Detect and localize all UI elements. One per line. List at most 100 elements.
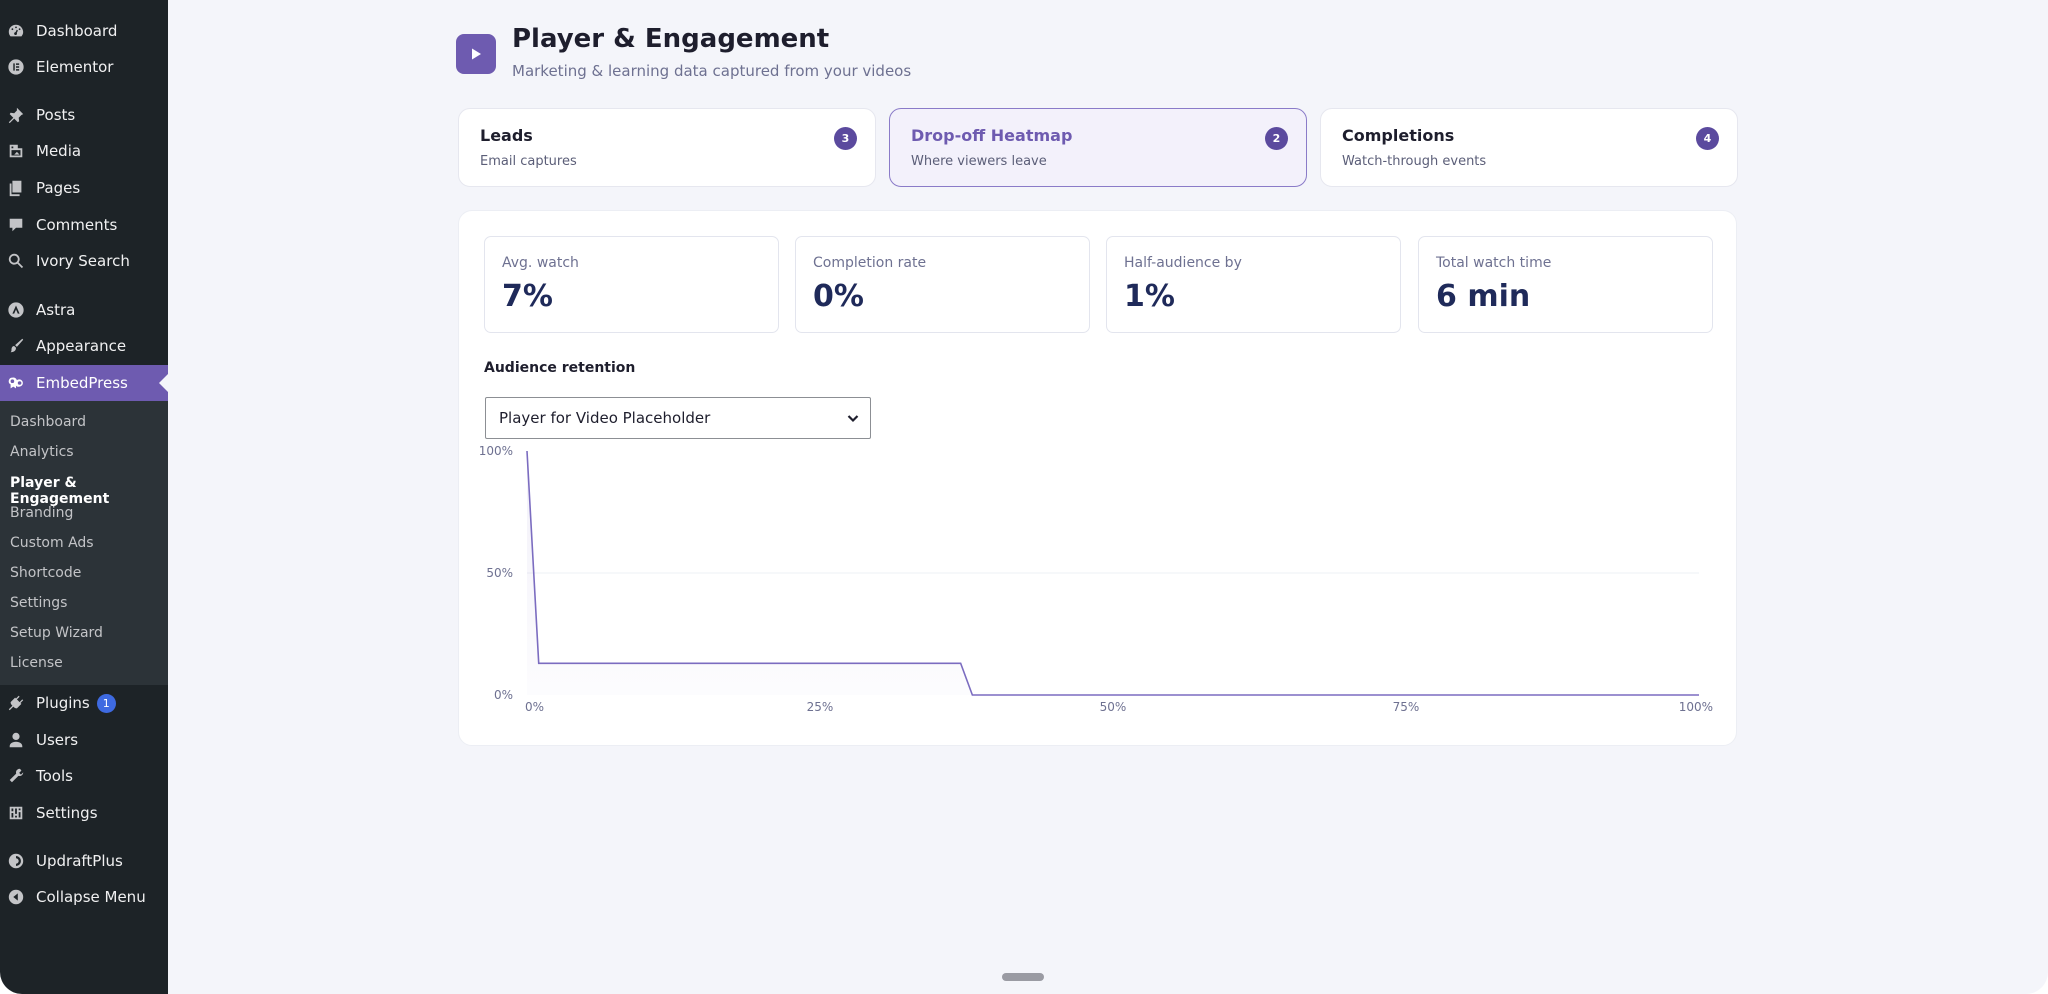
media-icon (6, 141, 26, 161)
x-tick-label: 50% (1100, 700, 1127, 714)
page-title: Player & Engagement (512, 24, 830, 54)
comment-icon (6, 215, 26, 235)
submenu-dashboard[interactable]: Dashboard (10, 414, 86, 430)
sidebar-item-comments[interactable]: Comments (0, 207, 168, 243)
sidebar-item-astra[interactable]: Astra (0, 292, 168, 328)
heatmap-panel: Avg. watch 7% Completion rate 0% Half-au… (458, 210, 1737, 746)
stat-half-audience: Half-audience by 1% (1106, 236, 1401, 333)
admin-sidebar: Dashboard Analytics Player & Engagement … (0, 0, 168, 994)
sidebar-item-appearance[interactable]: Appearance (0, 328, 168, 364)
tab-completions[interactable]: Completions Watch-through events 4 (1320, 108, 1738, 187)
sidebar-item-label: Collapse Menu (36, 888, 146, 906)
submenu-license[interactable]: License (10, 655, 63, 671)
window-resize-handle[interactable] (1002, 973, 1044, 981)
sidebar-item-label: Settings (36, 804, 98, 822)
submenu-custom-ads[interactable]: Custom Ads (10, 535, 94, 551)
dashboard-icon (6, 21, 26, 41)
sidebar-item-media[interactable]: Media (0, 133, 168, 169)
stat-label: Completion rate (813, 255, 927, 271)
search-icon (6, 251, 26, 271)
embedpress-icon (6, 373, 26, 393)
sidebar-item-label: Ivory Search (36, 252, 130, 270)
sidebar-item-tools[interactable]: Tools (0, 758, 168, 794)
sidebar-item-plugins[interactable]: Plugins 1 (0, 685, 168, 721)
tab-count-badge: 4 (1696, 127, 1719, 150)
stat-completion-rate: Completion rate 0% (795, 236, 1090, 333)
sidebar-item-label: UpdraftPlus (36, 852, 123, 870)
sidebar-item-label: Users (36, 731, 79, 749)
sidebar-item-label: Elementor (36, 58, 114, 76)
stat-value: 0% (813, 279, 864, 314)
stat-value: 7% (502, 279, 553, 314)
submenu-settings[interactable]: Settings (10, 595, 68, 611)
plugins-update-badge: 1 (96, 693, 116, 713)
sidebar-item-ivory-search[interactable]: Ivory Search (0, 243, 168, 279)
sidebar-item-label: Pages (36, 179, 81, 197)
astra-icon (6, 300, 26, 320)
sidebar-item-updraftplus[interactable]: UpdraftPlus (0, 843, 168, 879)
retention-area (527, 451, 1699, 695)
stat-value: 1% (1124, 279, 1175, 314)
stat-avg-watch: Avg. watch 7% (484, 236, 779, 333)
sidebar-item-dashboard[interactable]: Dashboard (0, 13, 168, 49)
y-tick-label: 0% (494, 688, 513, 702)
submenu-player-engagement[interactable]: Player & Engagement (10, 475, 110, 507)
play-icon (456, 34, 496, 74)
x-tick-label: 75% (1393, 700, 1420, 714)
tab-subtitle: Where viewers leave (911, 154, 1047, 169)
embedpress-submenu: Dashboard Analytics Player & Engagement … (0, 401, 168, 685)
sidebar-item-label: Plugins (36, 694, 90, 712)
sidebar-item-label: Posts (36, 106, 76, 124)
page-subtitle: Marketing & learning data captured from … (512, 62, 912, 80)
wrench-icon (6, 766, 26, 786)
retention-line (526, 450, 1699, 696)
sidebar-item-pages[interactable]: Pages (0, 170, 168, 206)
audience-retention-title: Audience retention (484, 360, 636, 376)
submenu-shortcode[interactable]: Shortcode (10, 565, 82, 581)
stat-value: 6 min (1436, 279, 1531, 314)
tab-title: Leads (480, 126, 533, 145)
y-tick-label: 50% (486, 566, 513, 580)
stat-label: Half-audience by (1124, 255, 1242, 271)
submenu-branding[interactable]: Branding (10, 505, 74, 521)
stat-label: Avg. watch (502, 255, 579, 271)
x-tick-label: 0% (525, 700, 544, 714)
chevron-down-icon (847, 415, 859, 423)
pin-icon (6, 105, 26, 125)
tab-drop-off-heatmap[interactable]: Drop-off Heatmap Where viewers leave 2 (889, 108, 1307, 187)
plugin-icon (6, 693, 26, 713)
sidebar-item-label: Media (36, 142, 82, 160)
sidebar-item-label: Astra (36, 301, 76, 319)
sidebar-item-label: Appearance (36, 337, 127, 355)
sidebar-item-users[interactable]: Users (0, 722, 168, 758)
sidebar-item-label: EmbedPress (36, 374, 128, 392)
tab-leads[interactable]: Leads Email captures 3 (458, 108, 876, 187)
submenu-analytics[interactable]: Analytics (10, 444, 74, 460)
stat-label: Total watch time (1436, 255, 1552, 271)
x-tick-label: 25% (807, 700, 834, 714)
elementor-icon (6, 57, 26, 77)
brush-icon (6, 336, 26, 356)
pages-icon (6, 178, 26, 198)
video-select[interactable]: Player for Video Placeholder (485, 397, 871, 439)
submenu-setup-wizard[interactable]: Setup Wizard (10, 625, 103, 641)
tab-count-badge: 2 (1265, 127, 1288, 150)
stat-total-watch-time: Total watch time 6 min (1418, 236, 1713, 333)
sidebar-item-posts[interactable]: Posts (0, 97, 168, 133)
user-icon (6, 730, 26, 750)
sidebar-item-label: Tools (36, 767, 73, 785)
sidebar-collapse-menu[interactable]: Collapse Menu (0, 879, 168, 915)
sidebar-item-settings[interactable]: Settings (0, 795, 168, 831)
tab-subtitle: Email captures (480, 154, 577, 169)
collapse-icon (6, 887, 26, 907)
sidebar-item-embedpress[interactable]: EmbedPress (0, 365, 168, 401)
sidebar-item-label: Dashboard (36, 22, 118, 40)
tab-count-badge: 3 (834, 127, 857, 150)
retention-chart: 0% 50% 100% 0% 25% 50% 75% 100% (479, 444, 1713, 714)
sidebar-item-label: Comments (36, 216, 118, 234)
updraft-icon (6, 851, 26, 871)
y-tick-label: 100% (479, 444, 513, 458)
sidebar-item-elementor[interactable]: Elementor (0, 49, 168, 85)
x-tick-label: 100% (1679, 700, 1713, 714)
